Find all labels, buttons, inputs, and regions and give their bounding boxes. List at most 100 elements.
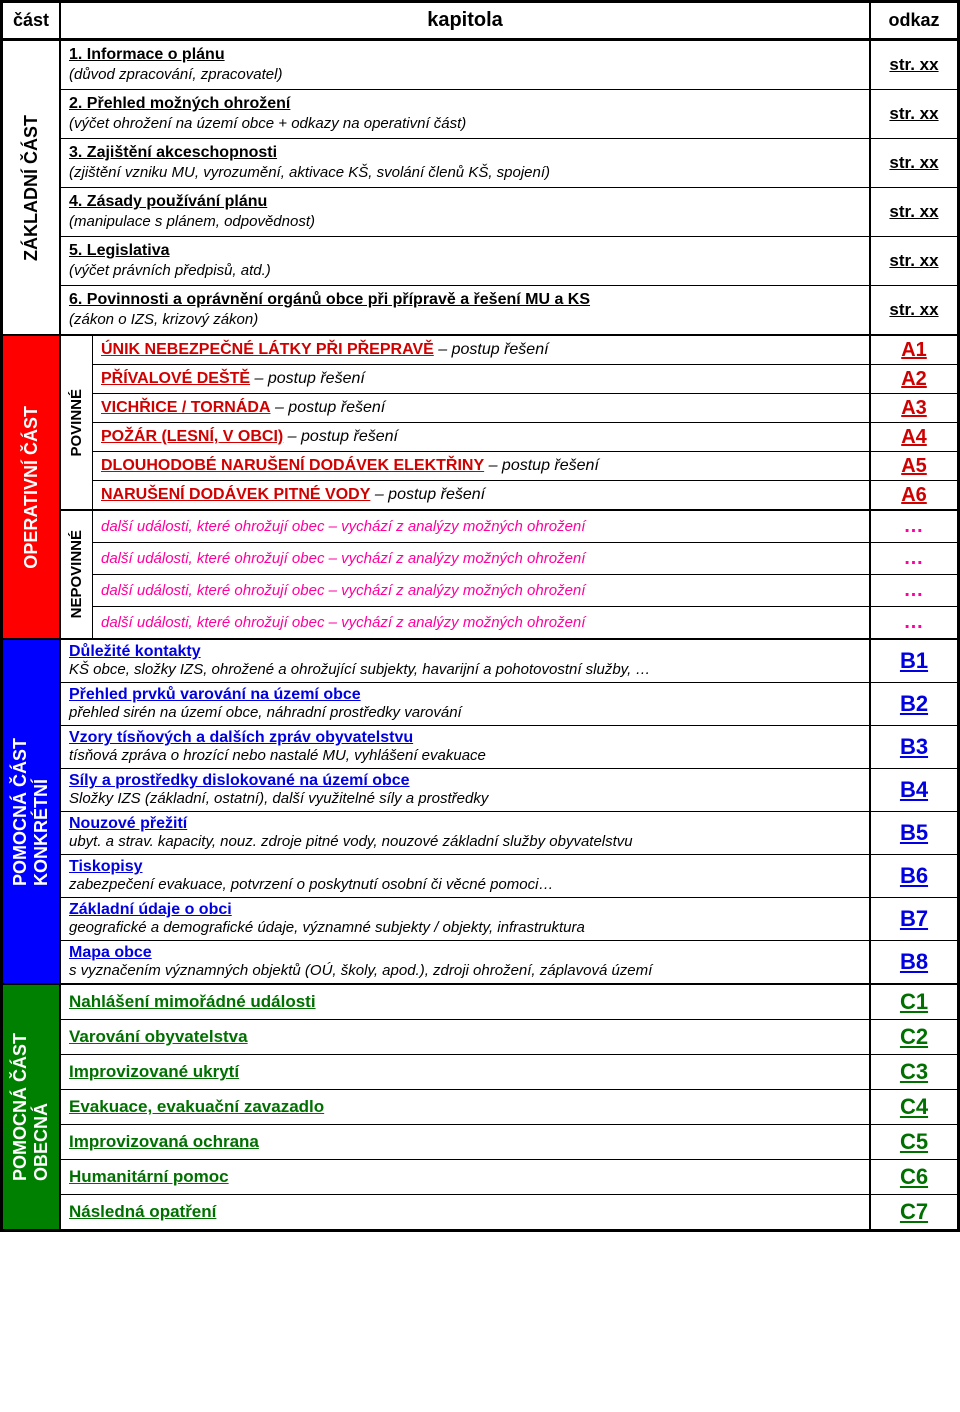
pk-ref-link[interactable]: B2: [871, 683, 957, 725]
nepovinne-block: NEPOVINNÉ další události, které ohrožují…: [61, 511, 957, 638]
povinne-row: POŽÁR (LESNÍ, V OBCI) – postup řešení A4: [93, 423, 957, 452]
povinne-ref-link[interactable]: A2: [871, 365, 957, 393]
povinne-title[interactable]: ÚNIK NEBEZPEČNÉ LÁTKY PŘI PŘEPRAVĚ: [101, 341, 434, 358]
nepovinne-text: další události, které ohrožují obec – vy…: [101, 580, 585, 601]
povinne-ref-link[interactable]: A3: [871, 394, 957, 422]
povinne-ref-link[interactable]: A5: [871, 452, 957, 480]
vsub-povinne: POVINNÉ: [61, 336, 93, 509]
pk-ref-link[interactable]: B7: [871, 898, 957, 940]
zakladni-title[interactable]: 3. Zajištění akceschopnosti: [69, 144, 277, 161]
pk-desc: ubyt. a strav. kapacity, nouz. zdroje pi…: [69, 833, 633, 850]
zakladni-row: 1. Informace o plánu(důvod zpracování, z…: [61, 41, 957, 90]
section-zakladni: ZÁKLADNÍ ČÁST 1. Informace o plánu(důvod…: [3, 41, 957, 336]
zakladni-ref-link[interactable]: str. xx: [871, 188, 957, 236]
nepovinne-text: další události, které ohrožují obec – vy…: [101, 516, 585, 537]
zakladni-title[interactable]: 1. Informace o plánu: [69, 46, 225, 63]
nepovinne-ref: …: [871, 511, 957, 542]
header-kapitola: kapitola: [61, 3, 871, 38]
po-ref-link[interactable]: C1: [871, 985, 957, 1019]
povinne-row: ÚNIK NEBEZPEČNÉ LÁTKY PŘI PŘEPRAVĚ – pos…: [93, 336, 957, 365]
po-title[interactable]: Improvizované ukrytí: [69, 1062, 239, 1081]
pk-ref-link[interactable]: B6: [871, 855, 957, 897]
povinne-row: VICHŘICE / TORNÁDA – postup řešení A3: [93, 394, 957, 423]
pomocna-konkretni-row: Síly a prostředky dislokované na území o…: [61, 769, 957, 812]
zakladni-title[interactable]: 6. Povinnosti a oprávnění orgánů obce př…: [69, 291, 590, 308]
zakladni-body: 1. Informace o plánu(důvod zpracování, z…: [61, 41, 957, 334]
vlabel-pomocna-konkretni-text: POMOCNÁ ČÁST KONKRÉTNÍ: [10, 738, 52, 886]
zakladni-desc: (zjištění vzniku MU, vyrozumění, aktivac…: [69, 164, 550, 181]
povinne-suffix: – postup řešení: [283, 428, 398, 445]
po-ref-link[interactable]: C2: [871, 1020, 957, 1054]
pk-ref-link[interactable]: B1: [871, 640, 957, 682]
zakladni-title[interactable]: 2. Přehled možných ohrožení: [69, 95, 290, 112]
po-title[interactable]: Improvizovaná ochrana: [69, 1132, 259, 1151]
povinne-row: DLOUHODOBÉ NARUŠENÍ DODÁVEK ELEKTŘINY – …: [93, 452, 957, 481]
zakladni-ref-link[interactable]: str. xx: [871, 139, 957, 187]
povinne-title[interactable]: PŘÍVALOVÉ DEŠTĚ: [101, 370, 250, 387]
zakladni-desc: (zákon o IZS, krizový zákon): [69, 311, 258, 328]
zakladni-cell: 3. Zajištění akceschopnosti (zjištění vzn…: [61, 139, 871, 187]
povinne-ref-link[interactable]: A6: [871, 481, 957, 509]
pk-cell: Mapa obces vyznačením významných objektů…: [61, 941, 871, 983]
zakladni-ref-link[interactable]: str. xx: [871, 41, 957, 89]
nepovinne-cell: další události, které ohrožují obec – vy…: [93, 511, 871, 542]
pk-ref-link[interactable]: B8: [871, 941, 957, 983]
nepovinne-ref: …: [871, 543, 957, 574]
zakladni-ref-link[interactable]: str. xx: [871, 237, 957, 285]
po-title[interactable]: Následná opatření: [69, 1202, 216, 1221]
pk-title[interactable]: Nouzové přežití: [69, 815, 187, 832]
pomocna-obecna-body: Nahlášení mimořádné události C1 Varování o…: [61, 985, 957, 1229]
pk-title[interactable]: Tiskopisy: [69, 858, 143, 875]
vsub-nepovinne-text: NEPOVINNÉ: [68, 530, 85, 618]
header-cast: část: [3, 3, 61, 38]
po-title[interactable]: Evakuace, evakuační zavazadlo: [69, 1097, 324, 1116]
po-title[interactable]: Nahlášení mimořádné události: [69, 992, 316, 1011]
pomocna-konkretni-row: Nouzové přežitíubyt. a strav. kapacity, …: [61, 812, 957, 855]
zakladni-ref-link[interactable]: str. xx: [871, 90, 957, 138]
po-ref-link[interactable]: C5: [871, 1125, 957, 1159]
zakladni-title[interactable]: 4. Zásady používání plánu: [69, 193, 267, 210]
po-ref-link[interactable]: C6: [871, 1160, 957, 1194]
povinne-title[interactable]: POŽÁR (LESNÍ, V OBCI): [101, 428, 283, 445]
po-ref-link[interactable]: C7: [871, 1195, 957, 1229]
po-ref-link[interactable]: C3: [871, 1055, 957, 1089]
pk-ref-link[interactable]: B3: [871, 726, 957, 768]
po-cell: Varování obyvatelstva: [61, 1020, 871, 1054]
povinne-suffix: – postup řešení: [271, 399, 386, 416]
vlabel-pomocna-obecna: POMOCNÁ ČÁST OBECNÁ: [3, 985, 61, 1229]
pk-title[interactable]: Mapa obce: [69, 944, 152, 961]
section-pomocna-konkretni: POMOCNÁ ČÁST KONKRÉTNÍ Důležité kontakty…: [3, 640, 957, 985]
zakladni-desc: (výčet ohrožení na území obce + odkazy n…: [69, 115, 466, 132]
pomocna-konkretni-row: Důležité kontaktyKŠ obce, složky IZS, oh…: [61, 640, 957, 683]
pk-desc: s vyznačením významných objektů (OÚ, ško…: [69, 962, 652, 979]
pk-title[interactable]: Vzory tísňových a dalších zpráv obyvatel…: [69, 729, 413, 746]
vlabel-pomocna-obecna-text: POMOCNÁ ČÁST OBECNÁ: [10, 1033, 52, 1181]
povinne-title[interactable]: VICHŘICE / TORNÁDA: [101, 399, 271, 416]
pk-title[interactable]: Přehled prvků varování na území obce: [69, 686, 361, 703]
povinne-ref-link[interactable]: A1: [871, 336, 957, 364]
povinne-row: NARUŠENÍ DODÁVEK PITNÉ VODY – postup řeš…: [93, 481, 957, 509]
pomocna-obecna-row: Evakuace, evakuační zavazadlo C4: [61, 1090, 957, 1125]
vlabel-pomocna-konkretni: POMOCNÁ ČÁST KONKRÉTNÍ: [3, 640, 61, 983]
zakladni-row: 6. Povinnosti a oprávnění orgánů obce př…: [61, 286, 957, 334]
povinne-ref-link[interactable]: A4: [871, 423, 957, 451]
zakladni-title[interactable]: 5. Legislativa: [69, 242, 170, 259]
po-title[interactable]: Varování obyvatelstva: [69, 1027, 248, 1046]
pk-ref-link[interactable]: B4: [871, 769, 957, 811]
pk-title[interactable]: Základní údaje o obci: [69, 901, 232, 918]
pk-title[interactable]: Síly a prostředky dislokované na území o…: [69, 772, 410, 789]
povinne-title[interactable]: DLOUHODOBÉ NARUŠENÍ DODÁVEK ELEKTŘINY: [101, 457, 484, 474]
pk-desc: zabezpečení evakuace, potvrzení o poskyt…: [69, 876, 553, 893]
zakladni-ref-link[interactable]: str. xx: [871, 286, 957, 334]
povinne-cell: ÚNIK NEBEZPEČNÉ LÁTKY PŘI PŘEPRAVĚ – pos…: [93, 336, 871, 364]
po-ref-link[interactable]: C4: [871, 1090, 957, 1124]
pk-title[interactable]: Důležité kontakty: [69, 643, 201, 660]
vsub-nepovinne: NEPOVINNÉ: [61, 511, 93, 638]
povinne-rows: ÚNIK NEBEZPEČNÉ LÁTKY PŘI PŘEPRAVĚ – pos…: [93, 336, 957, 509]
nepovinne-row: další události, které ohrožují obec – vy…: [93, 575, 957, 607]
nepovinne-ref: …: [871, 607, 957, 638]
table-wrap: část kapitola odkaz ZÁKLADNÍ ČÁST 1. Inf…: [0, 0, 960, 1232]
po-title[interactable]: Humanitární pomoc: [69, 1167, 229, 1186]
pk-ref-link[interactable]: B5: [871, 812, 957, 854]
povinne-title[interactable]: NARUŠENÍ DODÁVEK PITNÉ VODY: [101, 486, 370, 503]
